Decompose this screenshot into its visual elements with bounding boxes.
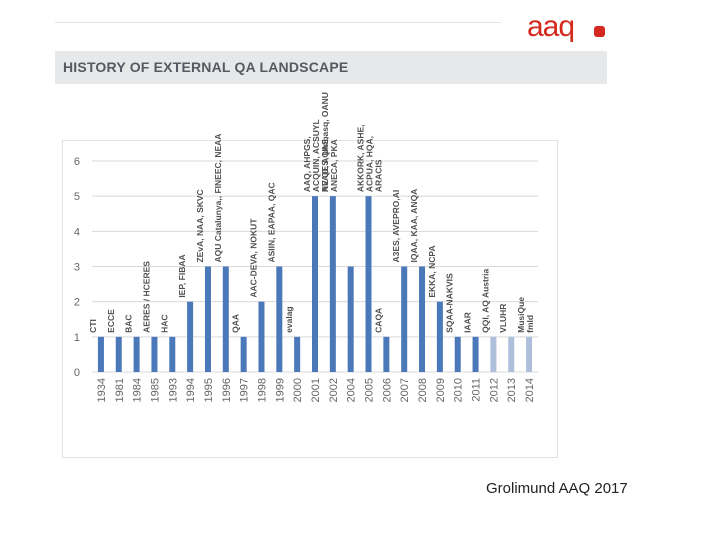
bar <box>258 301 265 372</box>
bar <box>169 336 176 372</box>
y-tick-label: 0 <box>74 367 80 379</box>
bar <box>222 266 229 372</box>
bar-annotation: MusiQue <box>516 297 526 333</box>
bar <box>508 336 515 372</box>
bar-annotation: QQI, AQ Austria <box>480 268 490 332</box>
x-tick-label: 2011 <box>471 378 483 402</box>
bar <box>294 336 301 372</box>
bar <box>276 266 283 372</box>
bar-annotation: fmld <box>525 315 535 333</box>
y-tick-label: 2 <box>74 297 80 309</box>
qa-history-bar-chart: 0 1 2 3 4 5 6 1934 CTI 1981 ECCE 1984 BAC 1985 AERES /… <box>62 92 558 458</box>
bar-annotation: AAQ, AHPGS, <box>302 136 312 192</box>
bar-annotation: CTI <box>88 319 98 333</box>
x-tick-label: 2000 <box>292 378 304 402</box>
x-tick-label: 1981 <box>114 378 126 402</box>
x-tick-label: 2012 <box>488 378 500 402</box>
y-tick-label: 6 <box>74 156 80 168</box>
bar <box>187 301 194 372</box>
x-tick-label: 1999 <box>274 378 286 402</box>
x-tick-label: 1994 <box>185 378 197 402</box>
x-tick-label: 2010 <box>453 378 465 402</box>
credit-text: Grolimund AAQ 2017 <box>486 480 628 497</box>
y-tick-label: 3 <box>74 262 80 274</box>
bar <box>204 266 211 372</box>
bar <box>490 336 497 372</box>
x-tick-label: 2005 <box>364 378 376 402</box>
bar-annotation: CAQA <box>373 308 383 333</box>
x-tick-label: 2009 <box>435 378 447 402</box>
x-tick-label: 1997 <box>239 378 251 402</box>
x-tick-label: 2007 <box>399 378 411 402</box>
bar-annotation: ANECA, PKA <box>329 139 339 192</box>
bar-annotation: AKKORK, ASHE, <box>356 124 366 192</box>
x-tick-label: 1998 <box>256 378 268 402</box>
bar-annotation: AERES / HCERES <box>141 261 151 333</box>
y-tick-label: 1 <box>74 332 80 344</box>
bar-annotation: AE QES, Unibasq, OANU <box>320 92 330 192</box>
bar-annotation: SQAA-NAKVIS <box>445 273 455 333</box>
bar <box>240 336 247 372</box>
bar <box>115 336 122 372</box>
bar <box>347 266 354 372</box>
bar <box>365 196 372 372</box>
bar-annotation: IQAA, KAA, ANQA <box>409 189 419 263</box>
x-tick-label: 1995 <box>203 378 215 402</box>
x-tick-label: 1934 <box>96 378 108 402</box>
x-tick-label: 1985 <box>149 378 161 402</box>
bar-annotation: AAC-DEVA, NOKUT <box>248 218 258 298</box>
bar-annotation: ZEvA, NAA, SKVC <box>195 189 205 262</box>
bar-annotation: QAA <box>231 314 241 333</box>
x-tick-label: 2014 <box>524 378 536 402</box>
x-tick-label: 1984 <box>132 378 144 402</box>
bar-annotation: ACPUA, HQA, <box>365 136 375 192</box>
bar-annotation: VLUHR <box>498 304 508 333</box>
bar-annotation: BAC <box>124 314 134 332</box>
bar-annotation: ECCE <box>106 309 116 333</box>
bar-annotation: IEP, FIBAA <box>177 254 187 297</box>
y-tick-label: 5 <box>74 191 80 203</box>
bar <box>401 266 408 372</box>
bar <box>329 196 336 372</box>
bar-annotation: evalag <box>284 306 294 332</box>
bar-annotation: NVAO, AQAS, <box>320 137 330 192</box>
bar-annotation: EKKA, NCPA <box>427 245 437 297</box>
bar <box>454 336 461 372</box>
bar <box>436 301 443 372</box>
top-divider <box>55 22 501 23</box>
bar <box>472 336 479 372</box>
title-bar: HISTORY OF EXTERNAL QA LANDSCAPE <box>55 51 607 84</box>
bar <box>419 266 426 372</box>
y-tick-label: 4 <box>74 226 80 238</box>
bar <box>97 336 104 372</box>
x-tick-label: 2004 <box>346 378 358 402</box>
bar-annotation: IAAR <box>463 312 473 333</box>
bar <box>383 336 390 372</box>
x-tick-label: 2001 <box>310 378 322 402</box>
x-tick-label: 1996 <box>221 378 233 402</box>
bar <box>133 336 140 372</box>
logo-badge-icon <box>594 26 605 37</box>
logo-text: aaq <box>527 10 575 43</box>
bar <box>526 336 533 372</box>
bar-annotation: ACQUIN, ACSUYL <box>311 119 321 192</box>
chart-frame <box>62 140 558 458</box>
bar <box>312 196 318 372</box>
bar <box>151 336 158 372</box>
bar-annotation: A3ES, AVEPRO,AI <box>391 190 401 263</box>
x-tick-label: 2008 <box>417 378 429 402</box>
x-tick-label: 2002 <box>328 378 340 402</box>
x-tick-label: 2006 <box>381 378 393 402</box>
aaq-logo: aaq <box>527 10 609 46</box>
bar-annotation: HAC <box>159 314 169 332</box>
bar-annotation: AQU Catalunya,, FINEEC, NEAA <box>213 134 223 263</box>
page-title: HISTORY OF EXTERNAL QA LANDSCAPE <box>63 59 349 75</box>
bar-annotation: ARACIS <box>374 159 384 192</box>
x-tick-label: 1993 <box>167 378 179 402</box>
bar-annotation: ASIIN, EAPAA, QAC <box>266 182 276 262</box>
x-tick-label: 2013 <box>506 378 518 402</box>
